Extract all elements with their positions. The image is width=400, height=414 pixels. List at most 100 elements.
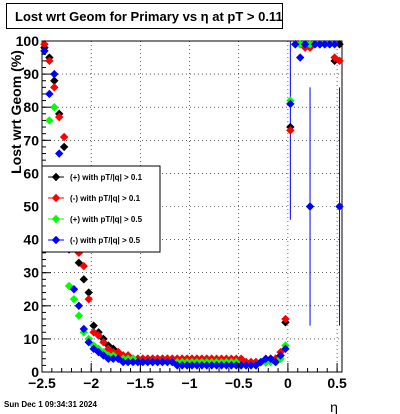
data-point (74, 311, 84, 320)
data-point (79, 324, 89, 334)
data-point (79, 261, 89, 271)
data-point (89, 328, 98, 337)
legend-label: (+) with pT/|q| > 0.1 (70, 173, 143, 182)
data-point (50, 83, 59, 92)
data-point (50, 76, 59, 85)
data-point (84, 294, 93, 304)
data-point (153, 357, 162, 367)
y-tick-label: 70 (23, 132, 39, 148)
timestamp-footer: Sun Dec 1 09:34:31 2024 (4, 400, 97, 409)
data-point (330, 40, 339, 49)
data-point (163, 357, 172, 367)
data-point (55, 149, 64, 158)
data-point (276, 351, 285, 360)
data-point (99, 338, 108, 347)
data-point (79, 275, 89, 284)
data-point (295, 40, 305, 49)
data-point (50, 69, 59, 79)
legend-label: (-) with pT/|q| > 0.5 (70, 236, 141, 245)
x-tick-label: −1 (182, 375, 198, 391)
data-point (217, 361, 226, 370)
y-tick-label: 60 (23, 165, 39, 181)
data-point (325, 40, 334, 49)
data-point (64, 281, 74, 291)
data-point (69, 285, 79, 294)
y-tick-label: 30 (23, 265, 39, 281)
data-point (109, 354, 118, 363)
y-tick-label: 90 (23, 66, 39, 82)
data-point (59, 132, 69, 142)
legend-marker (51, 172, 61, 182)
data-point (148, 357, 157, 367)
data-point (335, 40, 344, 49)
legend-marker (51, 235, 61, 245)
data-point (320, 40, 329, 49)
x-tick-label: 0 (284, 375, 292, 391)
y-tick-label: 80 (23, 99, 39, 115)
x-tick-label: −2.5 (28, 375, 56, 391)
data-point (335, 202, 344, 211)
data-point (246, 361, 256, 370)
data-point (84, 338, 93, 347)
axes: −2.5 −2 −1.5 −1 −0.5 0 0.5 0 10 20 30 40 50 60 70 80 90 1… (16, 33, 347, 391)
data-point (291, 40, 300, 49)
legend-marker (51, 214, 61, 224)
data-point (45, 56, 54, 66)
legend-marker (51, 193, 61, 203)
x-tick-label: 0.5 (327, 375, 347, 391)
data-point (45, 89, 54, 99)
data-point (241, 361, 251, 370)
y-tick-label: 10 (23, 331, 39, 347)
data-point (286, 126, 295, 135)
data-point (84, 288, 93, 297)
y-axis-label: Lost wrt Geom (%) (8, 50, 24, 174)
data-point (295, 53, 305, 62)
data-point (315, 40, 325, 49)
x-axis-label: η (330, 399, 338, 414)
legend-box (41, 165, 161, 253)
data-point (128, 357, 138, 367)
legend-label: (+) with pT/|q| > 0.5 (70, 215, 143, 224)
data-point (40, 46, 49, 56)
y-tick-label: 100 (16, 33, 40, 49)
data-point (94, 331, 103, 340)
data-point (89, 321, 98, 330)
data-point (40, 40, 49, 49)
x-tick-label: −1.5 (127, 375, 155, 391)
data-point (59, 142, 69, 152)
y-tick-label: 50 (23, 199, 39, 215)
y-tick-label: 40 (23, 232, 39, 248)
data-point (69, 294, 79, 304)
data-point (305, 40, 315, 49)
data-point (227, 361, 236, 370)
chart-title: Lost wrt Geom for Primary vs η at pT > 0… (6, 3, 283, 29)
data-point (212, 361, 221, 370)
data-point (55, 112, 64, 122)
data-point (158, 357, 167, 367)
x-tick-label: −0.5 (225, 375, 253, 391)
legend: (+) with pT/|q| > 0.1 (-) with pT/|q| > 0… (41, 165, 161, 253)
data-point (207, 361, 216, 370)
data-point (192, 361, 202, 370)
data-point (89, 344, 98, 354)
data-point (45, 116, 54, 125)
x-tick-label: −2 (83, 375, 99, 391)
data-point (173, 361, 182, 370)
data-point (281, 314, 290, 324)
data-point (310, 40, 320, 49)
data-point (335, 56, 344, 66)
data-point (271, 357, 280, 367)
legend-label: (-) with pT/|q| > 0.1 (70, 194, 141, 203)
data-point (197, 361, 207, 370)
data-point (143, 357, 152, 367)
data-point (300, 40, 310, 49)
data-point (305, 202, 315, 211)
y-tick-label: 0 (31, 364, 39, 380)
data-point (202, 361, 211, 370)
data-point (104, 354, 113, 363)
data-point (123, 357, 133, 367)
data-point (74, 301, 84, 310)
data-point (222, 361, 231, 370)
data-point (177, 361, 187, 370)
